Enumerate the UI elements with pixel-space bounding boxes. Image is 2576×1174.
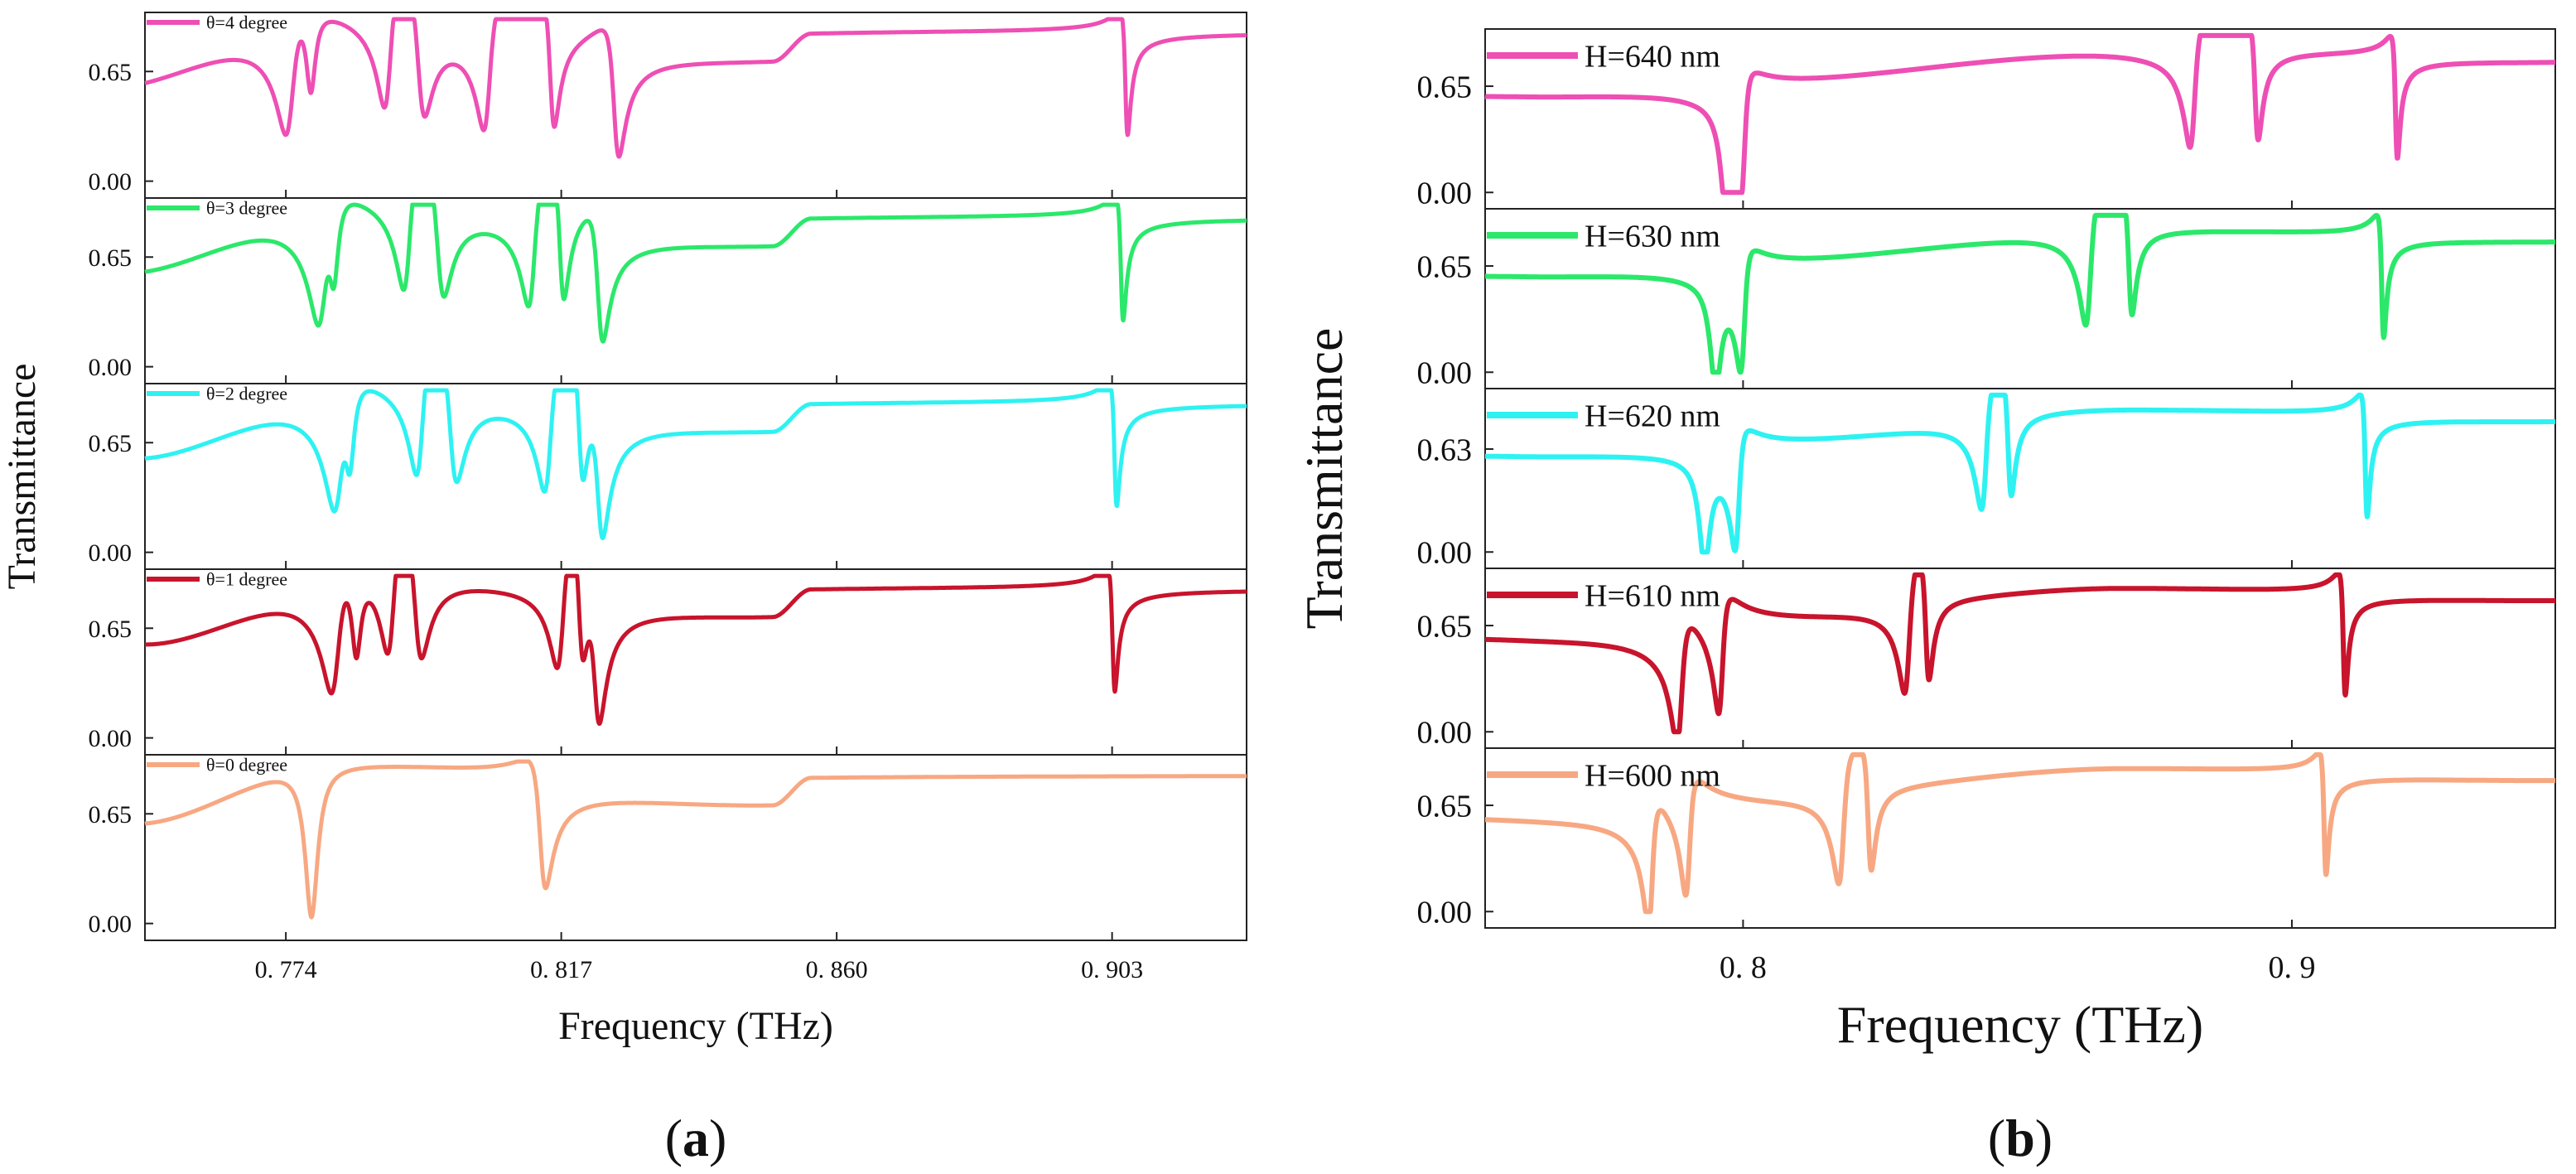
y-tick-label: 0.00: [89, 725, 133, 752]
legend-label: θ=0 degree: [206, 755, 287, 775]
subplot-2: 0.00 0.65 H=630 nm: [1417, 208, 2558, 391]
y-tick-label: 0.00: [89, 539, 133, 567]
series-line: [143, 759, 1248, 920]
legend-label: θ=1 degree: [206, 569, 287, 590]
y-tick-label: 0.00: [1417, 716, 1473, 751]
subplot-2: 0.00 0.65 θ=3 degree: [89, 197, 1248, 384]
x-axis-title: Frequency (THz): [558, 1004, 833, 1048]
chart-panel-b: 0.00 0.65 H=640 nm 0.00 0.65 H=630 nm 0.00 0.63…: [1295, 28, 2558, 1167]
legend-label: θ=3 degree: [206, 198, 287, 219]
subplot-3: 0.00 0.63 H=620 nm: [1417, 388, 2558, 571]
legend-label: H=640 nm: [1585, 39, 1720, 74]
y-tick-label: 0.00: [89, 911, 133, 938]
y-axis-title: Transmittance: [1295, 328, 1353, 630]
y-tick-label: 0.00: [1417, 356, 1473, 391]
y-tick-label: 0.00: [1417, 896, 1473, 930]
x-tick-label: 0. 8: [1720, 950, 1767, 985]
series-line: [1483, 392, 2558, 555]
series-line: [143, 573, 1248, 726]
subplot-5: 0.00 0.65 H=600 nm: [1417, 747, 2558, 930]
legend-label: H=600 nm: [1585, 758, 1720, 793]
y-tick-label: 0.00: [89, 354, 133, 381]
legend-label: H=620 nm: [1585, 399, 1720, 433]
series-line: [1483, 572, 2558, 735]
y-tick-label: 0.00: [1417, 536, 1473, 571]
y-tick-label: 0.65: [1417, 789, 1473, 824]
subplot-4: 0.00 0.65 H=610 nm: [1417, 568, 2558, 751]
y-tick-label: 0.65: [1417, 249, 1473, 284]
y-tick-label: 0.65: [89, 616, 133, 643]
subplot-3: 0.00 0.65 θ=2 degree: [89, 383, 1248, 570]
x-axis-title: Frequency (THz): [1837, 995, 2203, 1054]
y-tick-label: 0.00: [89, 168, 133, 196]
panel-label: (a): [665, 1109, 727, 1167]
panel-letter: a: [683, 1109, 709, 1167]
legend-label: H=630 nm: [1585, 219, 1720, 254]
subplot-5: 0.00 0.65 θ=0 degree: [89, 754, 1248, 941]
y-tick-label: 0.65: [89, 244, 133, 272]
legend-label: H=610 nm: [1585, 578, 1720, 613]
y-tick-label: 0.65: [1417, 70, 1473, 104]
y-tick-label: 0.65: [89, 59, 133, 86]
subplot-frame: [144, 383, 1247, 570]
x-tick-label: 0. 817: [530, 956, 592, 983]
subplot-1: 0.00 0.65 H=640 nm: [1417, 28, 2558, 211]
y-tick-label: 0.65: [1417, 609, 1473, 644]
y-tick-label: 0.00: [1417, 176, 1473, 211]
x-tick-label: 0. 903: [1081, 956, 1143, 983]
series-line: [143, 388, 1248, 540]
y-tick-label: 0.65: [89, 430, 133, 457]
subplot-1: 0.00 0.65 θ=4 degree: [89, 12, 1248, 199]
x-tick-label: 0. 9: [2268, 950, 2315, 985]
legend-label: θ=4 degree: [206, 12, 287, 33]
series-line: [143, 202, 1248, 344]
series-line: [1483, 751, 2558, 915]
x-tick-label: 0. 860: [806, 956, 868, 983]
subplot-4: 0.00 0.65 θ=1 degree: [89, 568, 1248, 756]
subplot-frame: [144, 12, 1247, 199]
subplot-frame: [1484, 747, 2556, 929]
series-line: [1483, 212, 2558, 375]
subplot-frame: [144, 568, 1247, 756]
panel-letter: b: [2005, 1109, 2035, 1167]
subplot-frame: [144, 754, 1247, 941]
y-axis-title: Transmittance: [0, 364, 44, 590]
legend-label: θ=2 degree: [206, 384, 287, 404]
series-line: [1483, 32, 2558, 196]
series-line: [143, 17, 1248, 159]
y-tick-label: 0.65: [89, 801, 133, 829]
x-tick-label: 0. 774: [255, 956, 317, 983]
y-tick-label: 0.63: [1417, 432, 1473, 467]
panel-label: (b): [1988, 1109, 2053, 1167]
